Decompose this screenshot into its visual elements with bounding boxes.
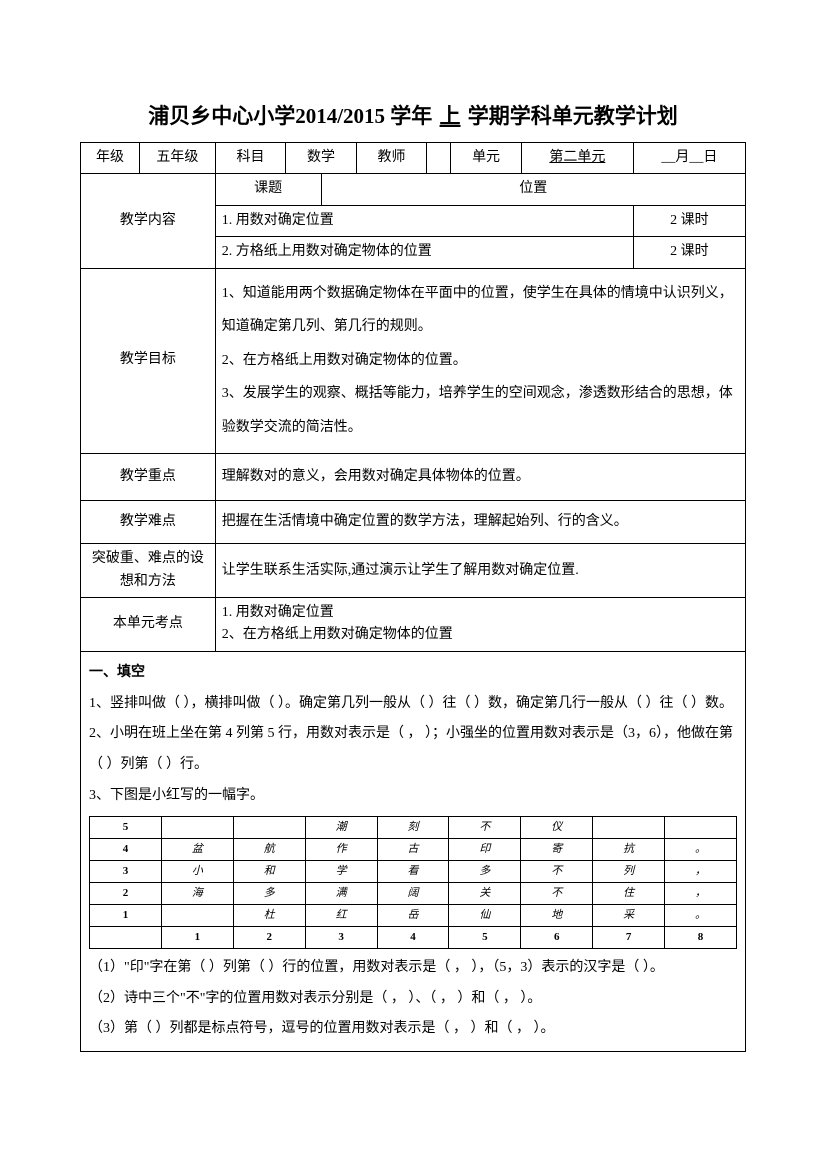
poem-y-label: 3 — [90, 860, 162, 882]
poem-cell: 满 — [305, 882, 377, 904]
poem-cell: 红 — [305, 904, 377, 926]
difficulty-text: 把握在生活情境中确定位置的数学方法，理解起始列、行的含义。 — [215, 500, 745, 543]
poem-axis-corner — [90, 926, 162, 948]
objectives-text: 1、知道能用两个数据确定物体在平面中的位置，使学生在具体的情境中认识列义，知道确… — [215, 268, 745, 453]
unit-label: 单元 — [451, 143, 522, 174]
breakthrough-label: 突破重、难点的设想和方法 — [81, 544, 216, 598]
poem-cell: 小 — [161, 860, 233, 882]
poem-cell: 关 — [449, 882, 521, 904]
teacher-value — [427, 143, 451, 174]
poem-cell: 潮 — [305, 816, 377, 838]
poem-cell: 岳 — [377, 904, 449, 926]
exampoints-row: 本单元考点 1. 用数对确定位置 2、在方格纸上用数对确定物体的位置 — [81, 598, 746, 652]
poem-x-label: 5 — [449, 926, 521, 948]
unit-value: 第二单元 — [521, 143, 633, 174]
poem-cell — [161, 816, 233, 838]
poem-cell: 印 — [449, 838, 521, 860]
poem-cell: 抗 — [593, 838, 665, 860]
poem-cell: 作 — [305, 838, 377, 860]
content-item2: 2. 方格纸上用数对确定物体的位置 — [215, 237, 633, 268]
content-item1-hours: 2 课时 — [633, 205, 745, 236]
poem-cell: 不 — [521, 882, 593, 904]
question-2: 2、小明在班上坐在第 4 列第 5 行，用数对表示是（ ， ）；小强坐的位置用数… — [89, 719, 737, 781]
poem-cell: ， — [665, 860, 737, 882]
subject-value: 数学 — [286, 143, 357, 174]
topic-value: 位置 — [321, 174, 745, 205]
poem-grid: 5潮刻不仪4盆航作古印寄抗。3小和学看多不列，2海多满阔关不住，1杜红岳仙地采。… — [89, 816, 737, 949]
question-3-intro: 3、下图是小红写的一幅字。 — [89, 781, 737, 812]
poem-cell: ， — [665, 882, 737, 904]
poem-x-label: 3 — [305, 926, 377, 948]
poem-y-label: 1 — [90, 904, 162, 926]
question-3b: （2）诗中三个"不"字的位置用数对表示分别是（ ， ）、（ ， ）和（ ， ）。 — [89, 984, 737, 1015]
poem-y-label: 4 — [90, 838, 162, 860]
poem-cell: 学 — [305, 860, 377, 882]
breakthrough-text: 让学生联系生活实际,通过演示让学生了解用数对确定位置. — [215, 544, 745, 598]
poem-y-label: 5 — [90, 816, 162, 838]
content-item1: 1. 用数对确定位置 — [215, 205, 633, 236]
poem-cell: 海 — [161, 882, 233, 904]
poem-cell: 看 — [377, 860, 449, 882]
poem-cell: 地 — [521, 904, 593, 926]
question-1: 1、竖排叫做（ ），横排叫做（ ）。确定第几列一般从（ ）往（ ）数，确定第几行… — [89, 689, 737, 720]
poem-cell: 刻 — [377, 816, 449, 838]
poem-cell: 列 — [593, 860, 665, 882]
question-3a: （1）"印"字在第（ ）列第（ ）行的位置，用数对表示是（ ， ），（5，3）表… — [89, 953, 737, 984]
subject-label: 科目 — [215, 143, 286, 174]
teacher-label: 教师 — [356, 143, 427, 174]
exercises-row: 一、填空 1、竖排叫做（ ），横排叫做（ ）。确定第几列一般从（ ）往（ ）数，… — [81, 651, 746, 1051]
poem-cell: 住 — [593, 882, 665, 904]
grade-label: 年级 — [81, 143, 140, 174]
poem-x-label: 1 — [161, 926, 233, 948]
poem-cell — [233, 816, 305, 838]
poem-y-label: 2 — [90, 882, 162, 904]
poem-cell: 航 — [233, 838, 305, 860]
poem-cell: 盆 — [161, 838, 233, 860]
keypoint-row: 教学重点 理解数对的意义，会用数对确定具体物体的位置。 — [81, 453, 746, 500]
header-row: 年级 五年级 科目 数学 教师 单元 第二单元 __月__日 — [81, 143, 746, 174]
difficulty-row: 教学难点 把握在生活情境中确定位置的数学方法，理解起始列、行的含义。 — [81, 500, 746, 543]
poem-cell: 不 — [449, 816, 521, 838]
poem-cell: 阔 — [377, 882, 449, 904]
poem-cell: 古 — [377, 838, 449, 860]
plan-table: 年级 五年级 科目 数学 教师 单元 第二单元 __月__日 教学内容 课题 位… — [80, 142, 746, 1052]
question-3c: （3）第（ ）列都是标点符号，逗号的位置用数对表示是（ ， ）和（ ， ）。 — [89, 1014, 737, 1045]
exampoints-label: 本单元考点 — [81, 598, 216, 652]
poem-cell — [161, 904, 233, 926]
keypoint-label: 教学重点 — [81, 453, 216, 500]
poem-cell: 寄 — [521, 838, 593, 860]
content-item2-hours: 2 课时 — [633, 237, 745, 268]
poem-x-label: 4 — [377, 926, 449, 948]
poem-cell: 仪 — [521, 816, 593, 838]
keypoint-text: 理解数对的意义，会用数对确定具体物体的位置。 — [215, 453, 745, 500]
objectives-label: 教学目标 — [81, 268, 216, 453]
breakthrough-row: 突破重、难点的设想和方法 让学生联系生活实际,通过演示让学生了解用数对确定位置. — [81, 544, 746, 598]
difficulty-label: 教学难点 — [81, 500, 216, 543]
poem-x-label: 7 — [593, 926, 665, 948]
poem-cell: 多 — [233, 882, 305, 904]
poem-cell: 仙 — [449, 904, 521, 926]
poem-x-label: 6 — [521, 926, 593, 948]
poem-cell: 。 — [665, 838, 737, 860]
exercises-cell: 一、填空 1、竖排叫做（ ），横排叫做（ ）。确定第几列一般从（ ）往（ ）数，… — [81, 651, 746, 1051]
poem-cell: 多 — [449, 860, 521, 882]
exampoints-text: 1. 用数对确定位置 2、在方格纸上用数对确定物体的位置 — [215, 598, 745, 652]
page-title: 浦贝乡中心小学2014/2015 学年 上 学期学科单元教学计划 — [80, 100, 746, 130]
exercises-heading: 一、填空 — [89, 658, 737, 689]
poem-cell: 和 — [233, 860, 305, 882]
content-label: 教学内容 — [81, 174, 216, 268]
poem-cell: 采 — [593, 904, 665, 926]
topic-label: 课题 — [215, 174, 321, 205]
poem-cell — [665, 816, 737, 838]
poem-cell: 杜 — [233, 904, 305, 926]
objectives-row: 教学目标 1、知道能用两个数据确定物体在平面中的位置，使学生在具体的情境中认识列… — [81, 268, 746, 453]
poem-x-label: 2 — [233, 926, 305, 948]
poem-x-label: 8 — [665, 926, 737, 948]
poem-cell: 不 — [521, 860, 593, 882]
content-topic-row: 教学内容 课题 位置 — [81, 174, 746, 205]
date-value: __月__日 — [633, 143, 745, 174]
poem-cell — [593, 816, 665, 838]
poem-cell: 。 — [665, 904, 737, 926]
grade-value: 五年级 — [139, 143, 215, 174]
